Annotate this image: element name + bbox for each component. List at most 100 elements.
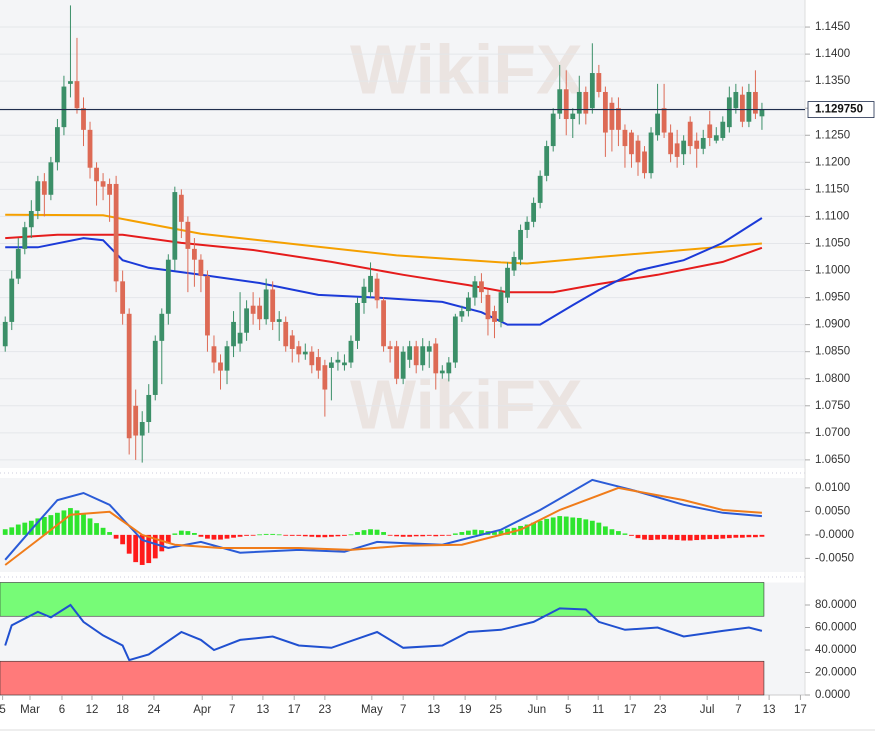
candle-body	[420, 346, 426, 366]
macd-histogram-bar	[211, 534, 217, 540]
candle-body	[753, 91, 758, 114]
candle-body	[700, 137, 706, 149]
candle-body	[231, 321, 236, 347]
candle-body	[433, 343, 439, 374]
x-tick-label: 7	[400, 704, 406, 716]
rsi-zone	[0, 582, 765, 617]
macd-histogram-bar	[681, 534, 687, 541]
macd-histogram-bar	[270, 533, 276, 535]
candle-body	[746, 91, 752, 122]
candle-body	[374, 278, 380, 301]
candle-body	[146, 394, 152, 423]
x-tick-label: 7	[735, 704, 741, 716]
macd-histogram-bar	[596, 522, 602, 535]
candle-body	[459, 311, 465, 317]
last-price-label: 1.129750	[815, 104, 863, 116]
macd-histogram-bar	[394, 534, 400, 537]
candle-body	[2, 321, 8, 347]
candle-body	[570, 113, 576, 120]
candle-body	[139, 422, 145, 436]
candle-body	[524, 221, 530, 230]
macd-histogram-bar	[570, 517, 576, 535]
candle-body	[452, 316, 458, 363]
x-tick-label: 17	[288, 704, 301, 716]
macd-histogram-bar	[276, 534, 282, 536]
candle-body	[361, 286, 367, 303]
candle-body	[74, 81, 80, 109]
y-tick-label: 1.0950	[815, 292, 850, 304]
candle-body	[642, 151, 647, 174]
candle-body	[707, 124, 713, 138]
candle-body	[335, 359, 341, 363]
macd-histogram-bar	[609, 529, 615, 535]
macd-histogram-bar	[15, 524, 21, 535]
macd-histogram-bar	[74, 510, 80, 535]
y-tick-label: -0.0000	[815, 529, 854, 541]
macd-histogram-bar	[61, 510, 67, 535]
candle-body	[544, 146, 550, 176]
macd-histogram-bar	[492, 532, 497, 535]
indicator-line	[5, 217, 763, 326]
candle-body	[446, 362, 452, 374]
candle-body	[244, 308, 249, 333]
y-tick-label: 1.0700	[815, 427, 850, 439]
macd-histogram-bar	[374, 529, 380, 535]
indicator-line	[4, 486, 762, 566]
candle-body	[289, 335, 295, 349]
macd-histogram-bar	[387, 534, 393, 536]
candle-body	[609, 102, 615, 130]
macd-histogram-bar	[733, 534, 739, 538]
y-tick-label: -0.0050	[815, 552, 854, 564]
candle-body	[576, 91, 582, 114]
macd-histogram-bar	[302, 534, 308, 537]
macd-histogram-bar	[224, 534, 230, 539]
candle-body	[276, 319, 282, 322]
x-tick-label: 11	[592, 704, 604, 716]
macd-histogram-bar	[107, 532, 112, 535]
candle-body	[322, 365, 328, 390]
macd-histogram-bar	[694, 534, 700, 541]
y-tick-label: 1.0750	[815, 400, 850, 412]
candle-body	[648, 132, 654, 174]
candle-body	[694, 140, 700, 149]
candle-body	[400, 351, 406, 379]
macd-histogram-bar	[524, 524, 530, 535]
candle-body	[596, 73, 602, 92]
macd-histogram-bar	[400, 534, 406, 537]
macd-histogram-bar	[178, 530, 184, 535]
last-price-box	[807, 101, 875, 118]
macd-histogram-bar	[48, 515, 54, 535]
candle-body	[41, 181, 47, 195]
macd-histogram-bar	[165, 534, 171, 544]
candle-body	[48, 162, 54, 195]
macd-histogram-bar	[172, 533, 178, 535]
macd-histogram-bar	[544, 518, 550, 535]
candle-body	[61, 86, 67, 128]
macd-histogram-bar	[531, 522, 537, 535]
candle-body	[713, 135, 719, 141]
candle-body	[205, 275, 210, 336]
x-tick-label: 13	[427, 704, 440, 716]
candle-body	[218, 362, 223, 371]
x-tick-label: Mar	[20, 704, 40, 716]
candle-body	[681, 140, 687, 155]
macd-histogram-bar	[381, 532, 386, 535]
macd-histogram-bar	[28, 520, 34, 535]
candle-body	[557, 89, 563, 114]
macd-histogram-bar	[726, 534, 732, 539]
macd-histogram-bar	[146, 534, 152, 564]
macd-histogram-bar	[602, 526, 608, 535]
y-tick-label: 80.0000	[815, 599, 857, 611]
candle-body	[550, 113, 556, 147]
macd-histogram-bar	[661, 534, 667, 540]
macd-histogram-bar	[668, 534, 674, 540]
macd-histogram-bar	[328, 534, 334, 537]
y-tick-label: 40.0000	[815, 644, 857, 656]
macd-histogram-bar	[713, 534, 719, 540]
candle-body	[498, 292, 504, 322]
macd-histogram-bar	[753, 534, 758, 538]
x-tick-label: 24	[148, 704, 161, 716]
candle-body	[94, 167, 99, 182]
candle-body	[165, 259, 171, 314]
